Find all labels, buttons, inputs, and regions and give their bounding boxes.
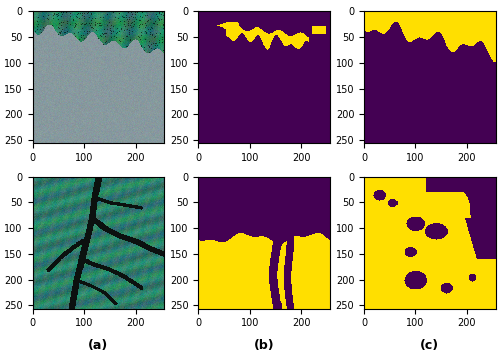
X-axis label: (a): (a) [88,339,108,352]
X-axis label: (b): (b) [254,339,274,352]
X-axis label: (c): (c) [420,339,440,352]
